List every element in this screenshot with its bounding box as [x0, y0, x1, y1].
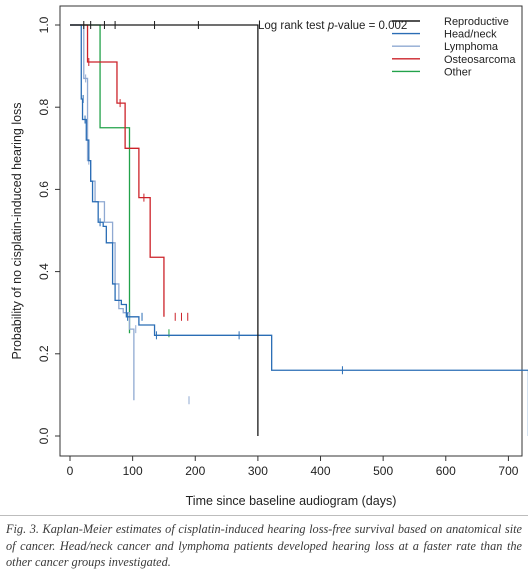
legend-item-other: Other	[392, 66, 472, 78]
series-head-neck	[70, 24, 528, 436]
x-tick-label: 100	[123, 464, 143, 478]
series-line-other	[70, 24, 131, 334]
legend-label-reproductive: Reproductive	[444, 16, 509, 28]
legend-label-other: Other	[444, 66, 472, 78]
y-tick-label: 0.6	[37, 181, 51, 198]
legend-item-lymphoma: Lymphoma	[392, 41, 499, 53]
caption-divider	[0, 515, 528, 516]
series-line-head-neck	[70, 24, 528, 436]
annotation-suffix: -value = 0.002	[334, 20, 407, 32]
kaplan-meier-chart: 0 100 200 300 400 500 600 700 0.0 0.2 0.4 0.6 0.8 1.0…	[10, 5, 528, 508]
legend-label-lymphoma: Lymphoma	[444, 41, 499, 53]
series-line-reproductive	[70, 24, 259, 436]
x-tick-label: 0	[67, 464, 74, 478]
legend-label-osteosarcoma: Osteosarcoma	[444, 54, 516, 66]
x-tick-label: 300	[248, 464, 268, 478]
x-tick-label: 400	[311, 464, 331, 478]
legend-item-osteosarcoma: Osteosarcoma	[392, 54, 516, 66]
y-tick-label: 0.0	[37, 427, 51, 444]
y-tick-label: 0.2	[37, 345, 51, 362]
y-axis-title: Probability of no cisplatin-induced hear…	[10, 102, 24, 359]
legend-item-reproductive: Reproductive	[392, 16, 509, 28]
figure-caption: Fig. 3. Kaplan-Meier estimates of cispla…	[6, 522, 522, 569]
series-line-lymphoma	[70, 24, 135, 401]
x-tick-label: 500	[373, 464, 393, 478]
plot-frame	[59, 5, 523, 457]
series-osteosarcoma	[70, 24, 189, 321]
axis-layer: 0 100 200 300 400 500 600 700 0.0 0.2 0.4 0.6 0.8 1.0	[37, 16, 519, 478]
legend-item-head-neck: Head/neck	[392, 29, 497, 41]
legend: ReproductiveHead/neckLymphomaOsteosarcom…	[392, 16, 516, 78]
annotation-p: p	[327, 20, 335, 32]
x-tick-label: 600	[436, 464, 456, 478]
legend-label-head-neck: Head/neck	[444, 29, 497, 41]
y-tick-label: 0.8	[37, 99, 51, 116]
x-tick-label: 700	[498, 464, 518, 478]
log-rank-annotation: Log rank test p-value = 0.002	[258, 20, 407, 32]
y-tick-label: 1.0	[37, 16, 51, 33]
x-axis-title: Time since baseline audiogram (days)	[186, 494, 397, 508]
y-tick-label: 0.4	[37, 263, 51, 280]
series-line-osteosarcoma	[70, 24, 165, 317]
x-tick-label: 200	[185, 464, 205, 478]
series-layer	[70, 21, 528, 436]
annotation-prefix: Log rank test	[258, 20, 328, 32]
series-reproductive	[70, 21, 259, 436]
